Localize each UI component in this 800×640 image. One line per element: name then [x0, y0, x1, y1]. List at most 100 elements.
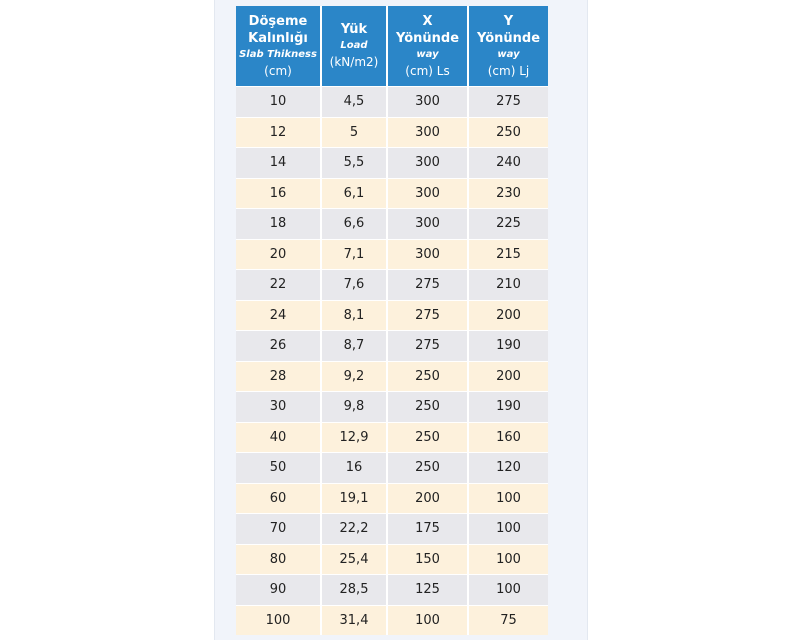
cell-x-way: 150 — [388, 543, 469, 574]
cell-y-way: 225 — [469, 208, 548, 239]
cell-y-way: 120 — [469, 452, 548, 483]
table-row: 26 8,7 275 190 — [236, 330, 548, 361]
table-row: 28 9,2 250 200 — [236, 360, 548, 391]
cell-y-way: 100 — [469, 543, 548, 574]
header-slab-thickness-tr: Döşeme Kalınlığı — [248, 13, 308, 46]
cell-load: 4,5 — [322, 86, 388, 117]
cell-thickness: 60 — [236, 482, 322, 513]
table-row: 10 4,5 300 275 — [236, 86, 548, 117]
cell-thickness: 100 — [236, 604, 322, 635]
table-row: 60 19,1 200 100 — [236, 482, 548, 513]
cell-thickness: 12 — [236, 116, 322, 147]
cell-y-way: 215 — [469, 238, 548, 269]
header-x-way-en: way — [416, 48, 439, 60]
cell-load: 8,1 — [322, 299, 388, 330]
cell-load: 12,9 — [322, 421, 388, 452]
cell-x-way: 125 — [388, 574, 469, 605]
table-row: 80 25,4 150 100 — [236, 543, 548, 574]
table-header: Döşeme Kalınlığı Slab Thikness (cm) Yük … — [236, 6, 548, 86]
header-slab-thickness: Döşeme Kalınlığı Slab Thikness (cm) — [236, 6, 322, 86]
cell-thickness: 16 — [236, 177, 322, 208]
cell-x-way: 300 — [388, 147, 469, 178]
cell-x-way: 300 — [388, 238, 469, 269]
table-row: 18 6,6 300 225 — [236, 208, 548, 239]
cell-load: 31,4 — [322, 604, 388, 635]
cell-y-way: 190 — [469, 330, 548, 361]
cell-x-way: 250 — [388, 360, 469, 391]
cell-y-way: 250 — [469, 116, 548, 147]
table-row: 70 22,2 175 100 — [236, 513, 548, 544]
cell-x-way: 275 — [388, 269, 469, 300]
header-y-way-en: way — [497, 48, 520, 60]
table-row: 40 12,9 250 160 — [236, 421, 548, 452]
cell-thickness: 50 — [236, 452, 322, 483]
header-slab-thickness-en: Slab Thikness — [239, 48, 317, 60]
cell-x-way: 275 — [388, 299, 469, 330]
table-row: 22 7,6 275 210 — [236, 269, 548, 300]
cell-thickness: 90 — [236, 574, 322, 605]
cell-load: 5 — [322, 116, 388, 147]
table-row: 14 5,5 300 240 — [236, 147, 548, 178]
header-load-unit: (kN/m2) — [329, 55, 379, 69]
cell-y-way: 230 — [469, 177, 548, 208]
cell-thickness: 80 — [236, 543, 322, 574]
cell-load: 9,8 — [322, 391, 388, 422]
header-x-way-tr: X Yönünde — [395, 13, 460, 46]
header-x-way-unit: (cm) Ls — [405, 63, 450, 78]
table-row: 50 16 250 120 — [236, 452, 548, 483]
cell-load: 28,5 — [322, 574, 388, 605]
cell-thickness: 14 — [236, 147, 322, 178]
cell-x-way: 300 — [388, 116, 469, 147]
cell-y-way: 100 — [469, 482, 548, 513]
cell-thickness: 10 — [236, 86, 322, 117]
cell-load: 25,4 — [322, 543, 388, 574]
header-x-way: X Yönünde way (cm) Ls — [388, 6, 469, 86]
cell-y-way: 200 — [469, 299, 548, 330]
cell-load: 6,6 — [322, 208, 388, 239]
cell-y-way: 75 — [469, 604, 548, 635]
table-body: 10 4,5 300 275 12 5 300 250 14 5,5 300 2… — [236, 86, 548, 635]
table-row: 12 5 300 250 — [236, 116, 548, 147]
header-load-en: Load — [340, 40, 368, 51]
cell-load: 5,5 — [322, 147, 388, 178]
cell-x-way: 100 — [388, 604, 469, 635]
cell-y-way: 160 — [469, 421, 548, 452]
cell-x-way: 250 — [388, 391, 469, 422]
cell-y-way: 200 — [469, 360, 548, 391]
header-y-way: Y Yönünde way (cm) Lj — [469, 6, 548, 86]
cell-load: 16 — [322, 452, 388, 483]
cell-y-way: 275 — [469, 86, 548, 117]
header-y-way-unit: (cm) Lj — [487, 63, 530, 78]
cell-y-way: 240 — [469, 147, 548, 178]
cell-y-way: 100 — [469, 513, 548, 544]
cell-thickness: 70 — [236, 513, 322, 544]
cell-thickness: 18 — [236, 208, 322, 239]
cell-y-way: 190 — [469, 391, 548, 422]
slab-span-table: Döşeme Kalınlığı Slab Thikness (cm) Yük … — [236, 6, 548, 635]
cell-load: 8,7 — [322, 330, 388, 361]
table-row: 24 8,1 275 200 — [236, 299, 548, 330]
cell-thickness: 20 — [236, 238, 322, 269]
header-row: Döşeme Kalınlığı Slab Thikness (cm) Yük … — [236, 6, 548, 86]
cell-thickness: 24 — [236, 299, 322, 330]
cell-thickness: 30 — [236, 391, 322, 422]
header-y-way-tr: Y Yönünde — [476, 13, 541, 46]
table-row: 90 28,5 125 100 — [236, 574, 548, 605]
cell-x-way: 250 — [388, 421, 469, 452]
cell-thickness: 28 — [236, 360, 322, 391]
cell-thickness: 22 — [236, 269, 322, 300]
cell-y-way: 100 — [469, 574, 548, 605]
table-row: 16 6,1 300 230 — [236, 177, 548, 208]
cell-x-way: 250 — [388, 452, 469, 483]
cell-load: 7,6 — [322, 269, 388, 300]
cell-load: 9,2 — [322, 360, 388, 391]
cell-x-way: 175 — [388, 513, 469, 544]
table-row: 100 31,4 100 75 — [236, 604, 548, 635]
cell-x-way: 300 — [388, 177, 469, 208]
cell-load: 6,1 — [322, 177, 388, 208]
cell-x-way: 275 — [388, 330, 469, 361]
header-slab-thickness-unit: (cm) — [264, 63, 292, 78]
cell-x-way: 300 — [388, 208, 469, 239]
table-row: 20 7,1 300 215 — [236, 238, 548, 269]
cell-thickness: 26 — [236, 330, 322, 361]
